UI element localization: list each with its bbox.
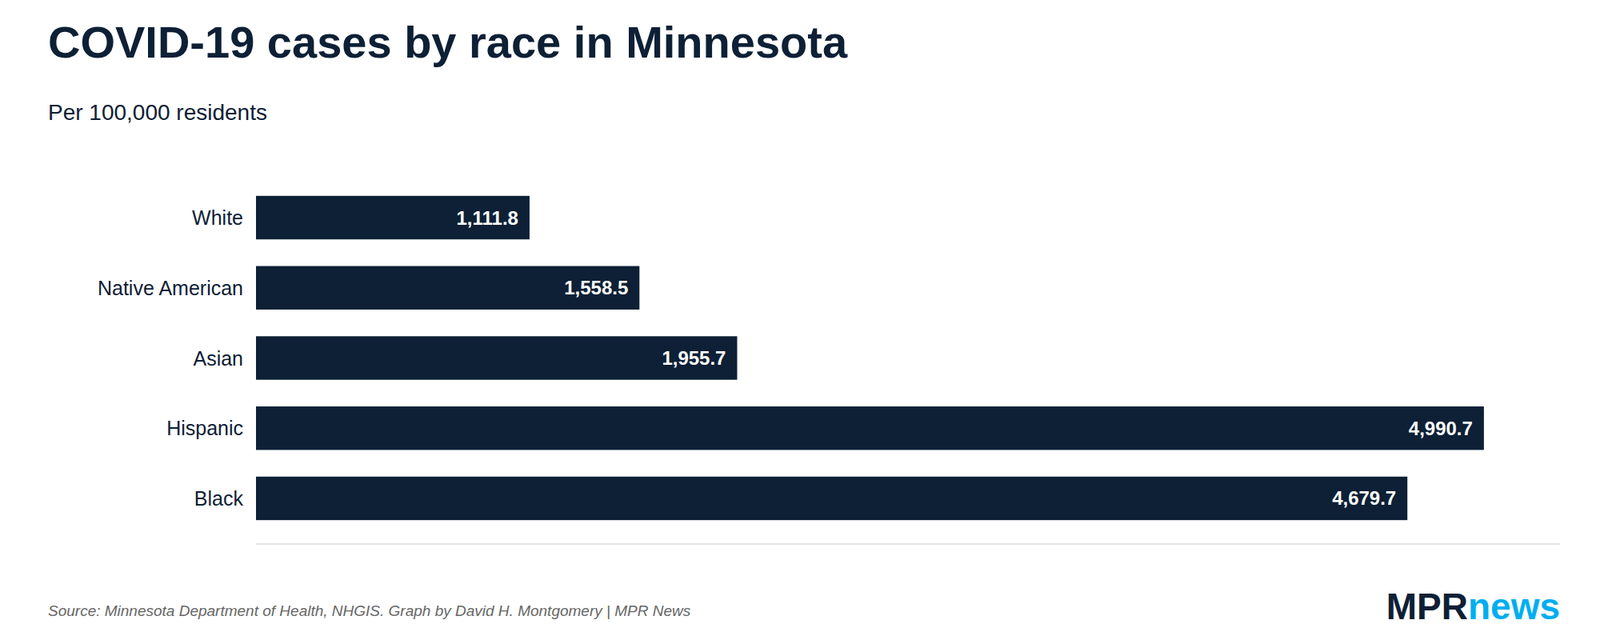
- bar: [256, 406, 1484, 450]
- category-label: Native American: [97, 276, 244, 300]
- x-axis-line: [256, 544, 1560, 545]
- logo-part: news: [1468, 585, 1560, 628]
- y-tick-labels: White Native American Asian Hispanic Black: [97, 206, 244, 510]
- bar: [256, 336, 737, 380]
- source-note: Source: Minnesota Department of Health, …: [48, 602, 692, 620]
- data-label: 1,558.5: [564, 276, 628, 299]
- bar: [256, 196, 530, 240]
- chart-container: COVID-19 cases by race in Minnesota Per 1…: [0, 0, 1600, 640]
- category-label: Hispanic: [166, 416, 244, 440]
- data-label: 1,111.8: [456, 207, 518, 229]
- category-label: Asian: [192, 347, 244, 370]
- bar: [256, 476, 1408, 520]
- category-label: Black: [194, 487, 244, 510]
- bars: [256, 196, 1484, 520]
- category-label: White: [192, 206, 244, 229]
- background: [0, 0, 1600, 640]
- data-label: 4,990.7: [1408, 417, 1473, 440]
- data-label: 4,679.7: [1332, 487, 1396, 509]
- data-labels: 1,111.8 1,558.5 1,955.7 4,990.7 4,679.7: [456, 207, 1472, 510]
- chart: COVID-19 cases by race in Minnesota Per 1…: [0, 0, 1600, 640]
- data-label: 1,955.7: [661, 347, 726, 369]
- logo-part: MPR: [1386, 585, 1468, 628]
- subtitle: Per 100,000 residents: [48, 100, 268, 125]
- bar: [256, 266, 640, 310]
- logo: MPRnews: [1386, 585, 1560, 628]
- title: COVID-19 cases by race in Minnesota: [48, 16, 848, 68]
